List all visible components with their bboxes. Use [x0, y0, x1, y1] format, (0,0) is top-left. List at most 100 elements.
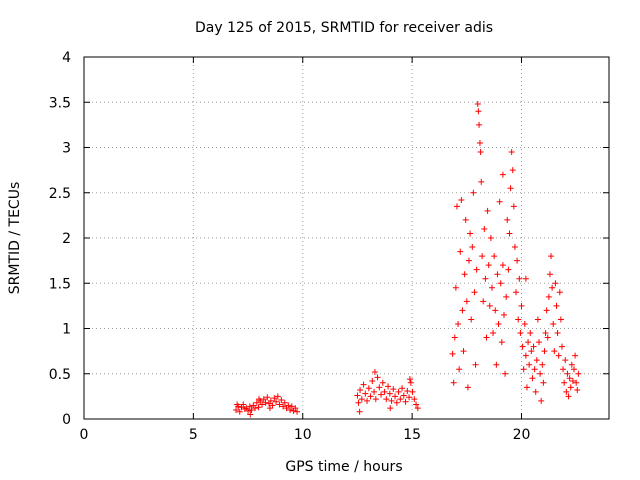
data-point	[495, 320, 502, 327]
data-point	[234, 401, 241, 408]
data-point	[528, 348, 535, 355]
data-point	[248, 406, 255, 413]
data-point	[292, 405, 299, 412]
data-point	[460, 348, 467, 355]
y-tick-label: 0.5	[49, 367, 71, 383]
data-point	[471, 289, 478, 296]
data-point	[459, 307, 466, 314]
data-point	[374, 374, 381, 381]
data-point	[453, 203, 460, 210]
data-point	[573, 379, 580, 386]
data-point	[362, 390, 369, 397]
y-tick-label: 3.5	[49, 95, 71, 111]
data-point	[569, 377, 576, 384]
data-point	[541, 348, 548, 355]
data-point	[551, 348, 558, 355]
data-point	[462, 216, 469, 223]
data-point	[522, 275, 529, 282]
data-point	[478, 178, 485, 185]
data-point	[379, 379, 386, 386]
data-point	[546, 271, 553, 278]
data-point	[507, 185, 514, 192]
data-point	[406, 376, 413, 383]
data-point	[455, 320, 462, 327]
grid	[84, 57, 609, 419]
data-point	[521, 320, 528, 327]
data-point	[481, 225, 488, 232]
data-point	[564, 370, 571, 377]
data-point	[518, 302, 525, 309]
data-point	[264, 394, 271, 401]
data-point	[236, 408, 243, 415]
data-point	[548, 253, 555, 260]
data-point	[499, 171, 506, 178]
data-point	[364, 397, 371, 404]
data-point	[383, 396, 390, 403]
data-point	[504, 216, 511, 223]
y-tick-label: 2.5	[49, 186, 71, 202]
data-point	[378, 391, 385, 398]
data-point	[276, 401, 283, 408]
data-point	[457, 248, 464, 255]
data-point	[463, 298, 470, 305]
data-point	[550, 320, 557, 327]
data-point	[544, 334, 551, 341]
data-point	[509, 167, 516, 174]
data-point	[538, 397, 545, 404]
data-point	[477, 149, 484, 156]
data-point	[575, 370, 582, 377]
data-point	[515, 316, 522, 323]
data-point	[516, 275, 523, 282]
data-point	[502, 370, 509, 377]
data-point	[525, 339, 532, 346]
data-point	[498, 339, 505, 346]
data-point	[406, 394, 413, 401]
data-point	[287, 406, 294, 413]
data-point	[470, 189, 477, 196]
data-point	[233, 406, 240, 413]
data-point	[529, 375, 536, 382]
data-point	[505, 266, 512, 273]
data-point	[533, 357, 540, 364]
data-point	[294, 408, 301, 415]
data-point	[274, 393, 281, 400]
data-point	[484, 207, 491, 214]
data-point	[522, 352, 529, 359]
data-point	[519, 343, 526, 350]
data-point	[534, 316, 541, 323]
data-point	[464, 384, 471, 391]
data-point	[395, 388, 402, 395]
data-point	[497, 280, 504, 287]
data-point	[355, 399, 362, 406]
data-point	[452, 284, 459, 291]
data-point	[381, 388, 388, 395]
data-point	[572, 352, 579, 359]
data-point	[483, 334, 490, 341]
data-point	[256, 396, 262, 403]
data-point	[543, 307, 550, 314]
data-point	[514, 257, 521, 264]
data-point	[574, 387, 581, 394]
data-point	[517, 330, 524, 337]
data-point	[493, 361, 500, 368]
chart-title: Day 125 of 2015, SRMTID for receiver adi…	[195, 20, 493, 36]
data-point	[367, 393, 374, 400]
x-axis-label: GPS time / hours	[285, 459, 402, 475]
data-point	[490, 330, 497, 337]
data-point	[536, 339, 542, 346]
data-point	[561, 379, 568, 386]
data-point	[474, 101, 481, 108]
data-point	[545, 293, 552, 300]
data-point	[523, 384, 530, 391]
data-point	[365, 385, 372, 392]
data-point	[271, 395, 278, 402]
data-point	[414, 405, 421, 412]
data-point	[476, 139, 483, 146]
x-tick-label: 0	[80, 427, 89, 443]
data-point	[469, 244, 476, 251]
data-point	[411, 396, 418, 403]
data-point	[404, 387, 411, 394]
data-point	[372, 396, 379, 403]
data-point	[259, 401, 266, 408]
data-point	[468, 316, 475, 323]
